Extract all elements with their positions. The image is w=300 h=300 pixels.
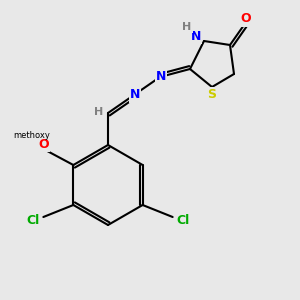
Text: O: O — [241, 13, 251, 26]
Text: methoxy: methoxy — [13, 131, 50, 140]
Text: Cl: Cl — [176, 214, 189, 227]
Text: N: N — [191, 29, 201, 43]
Text: S: S — [208, 88, 217, 100]
Text: H: H — [94, 107, 103, 117]
Text: Cl: Cl — [27, 214, 40, 227]
Text: H: H — [182, 22, 192, 32]
Text: N: N — [156, 70, 166, 83]
Text: N: N — [130, 88, 140, 101]
Text: O: O — [38, 137, 49, 151]
